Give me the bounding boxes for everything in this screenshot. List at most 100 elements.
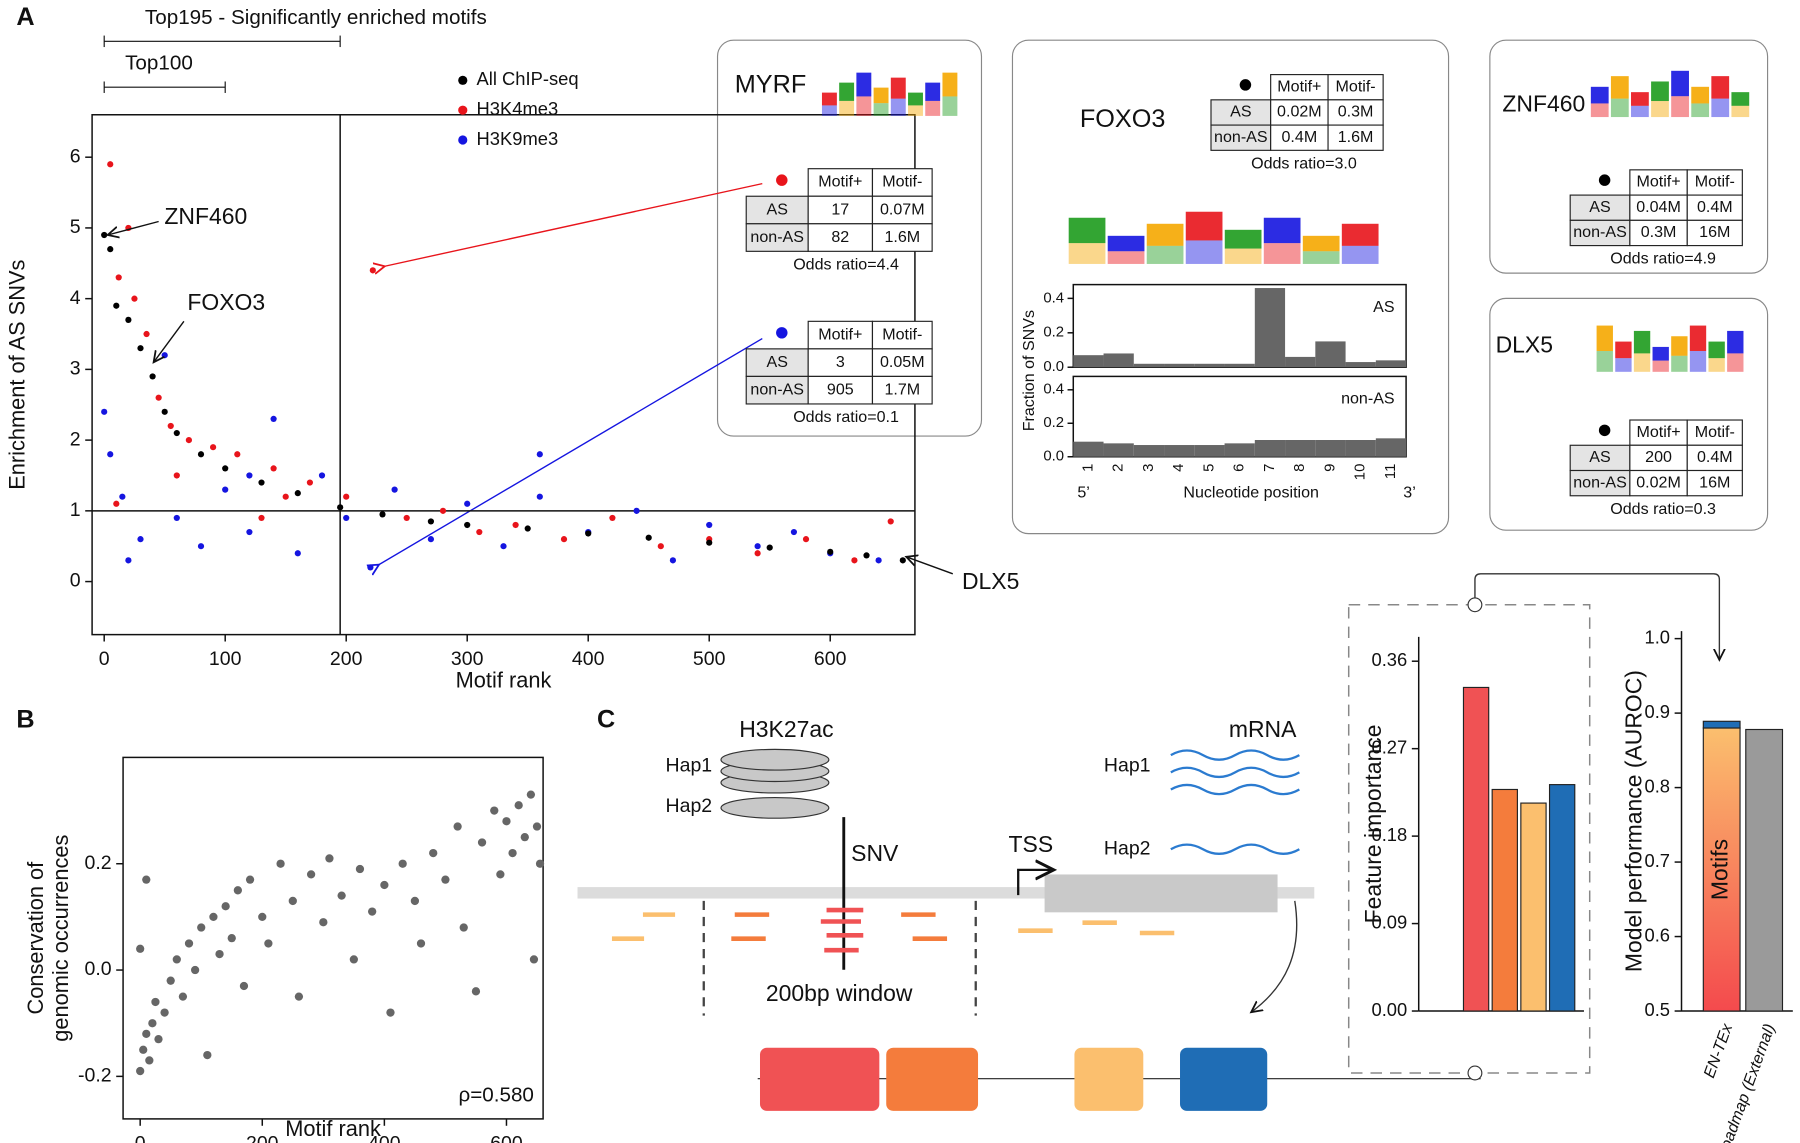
point <box>416 939 426 948</box>
point <box>107 246 114 253</box>
bar <box>1073 355 1104 368</box>
y-tick-label: 2 <box>70 428 81 450</box>
logo-glyph <box>1708 341 1725 359</box>
table-cell <box>871 320 933 350</box>
bar <box>1285 440 1316 457</box>
point <box>529 955 539 964</box>
point <box>464 521 471 529</box>
x-tick-label: 6 <box>1232 464 1248 472</box>
point <box>754 543 761 550</box>
table-cell <box>1686 469 1743 497</box>
logo-glyph <box>1727 330 1744 354</box>
label: 200bp window <box>766 980 913 1006</box>
bar <box>1133 445 1165 457</box>
x-tick-label: 7 <box>1262 464 1278 472</box>
bar <box>1462 686 1490 1012</box>
point <box>368 907 377 916</box>
point <box>512 521 519 529</box>
table-cell-text: 3 <box>836 353 845 371</box>
table-header: Motif+ <box>818 325 862 343</box>
point <box>197 923 206 932</box>
bar <box>1548 784 1576 1012</box>
point <box>107 451 114 458</box>
table-cell <box>871 348 933 377</box>
logo-glyph <box>1610 98 1629 118</box>
logo-glyph <box>1596 325 1613 352</box>
table-cell-text: AS <box>766 353 787 371</box>
point <box>155 394 162 401</box>
mrna-wave <box>1170 843 1300 855</box>
legend-label: H3K9me3 <box>477 128 559 149</box>
point <box>337 504 344 511</box>
table-marker <box>1598 424 1611 437</box>
y-tick-label: 4 <box>70 287 81 309</box>
table-cell-text: AS <box>766 200 787 218</box>
table-cell-text: 16M <box>1699 473 1730 491</box>
logo-glyph <box>1185 240 1223 264</box>
annotation-arrow <box>108 220 159 235</box>
point <box>306 870 316 879</box>
point <box>766 544 773 551</box>
logo-glyph <box>1341 245 1379 264</box>
point <box>239 981 249 991</box>
point <box>318 472 326 479</box>
annotation: ρ=0.580 <box>458 1083 533 1106</box>
label: Hap2 <box>666 795 713 817</box>
point <box>184 939 194 948</box>
bar <box>1224 363 1255 368</box>
logo-glyph <box>1615 341 1632 359</box>
point <box>585 530 592 537</box>
point <box>386 1008 395 1017</box>
table-cell <box>1686 169 1743 196</box>
table-marker <box>1239 79 1252 91</box>
connector <box>385 182 763 267</box>
annotation: FOXO3 <box>187 289 265 315</box>
feature-block <box>886 1047 979 1111</box>
logo-glyph <box>1224 229 1262 249</box>
logo-glyph <box>942 72 958 97</box>
logo-glyph <box>839 100 855 116</box>
table-header: Motif+ <box>1636 173 1680 191</box>
point <box>245 875 255 884</box>
point <box>142 875 151 884</box>
y-axis-title: Conservation of <box>23 861 48 1015</box>
bar-segment <box>1702 720 1741 729</box>
point <box>101 231 108 239</box>
mrna-wave <box>1170 749 1300 761</box>
point <box>113 302 120 309</box>
y-tick-label: 0.00 <box>1372 999 1408 1020</box>
y-tick-label: 0.4 <box>1043 290 1064 306</box>
table-header: Motif- <box>1336 77 1376 95</box>
table-header: Motif+ <box>1636 423 1680 441</box>
y-tick-label: 0.2 <box>1043 415 1064 431</box>
table-cell <box>1327 99 1384 126</box>
point <box>669 557 677 564</box>
logo-glyph <box>856 72 872 97</box>
logo-glyph <box>1691 103 1710 118</box>
point <box>887 518 894 525</box>
x-tick-label: EN-TEx <box>1700 1021 1736 1081</box>
y-axis-title: Enrichment of AS SNVs <box>4 260 29 490</box>
point <box>210 444 217 451</box>
bar <box>1254 440 1286 457</box>
x-tick-label: 3 <box>1141 464 1157 472</box>
x-axis-title: Nucleotide position <box>1183 484 1319 502</box>
bar <box>1285 356 1316 368</box>
logo-glyph <box>1631 105 1649 118</box>
table-cell <box>1270 124 1329 151</box>
logo-glyph <box>1302 251 1340 264</box>
logo-glyph <box>1224 248 1262 264</box>
table-cell-text: 0.3M <box>1338 103 1374 121</box>
y-tick-label: 0.4 <box>1043 382 1064 398</box>
table-cell-text: 0.02M <box>1636 473 1681 491</box>
table-cell-text: 1.6M <box>1338 128 1374 146</box>
logo-glyph <box>1590 103 1609 118</box>
y-tick-label: 1.0 <box>1645 626 1671 647</box>
table-cell-text: non-AS <box>1573 473 1627 491</box>
point <box>536 493 543 500</box>
point <box>514 801 523 810</box>
table-cell-text: AS <box>1589 448 1610 466</box>
table-note: Odds ratio=0.1 <box>793 408 899 426</box>
logo-glyph <box>1107 235 1145 252</box>
table-cell-text: 82 <box>831 228 849 246</box>
